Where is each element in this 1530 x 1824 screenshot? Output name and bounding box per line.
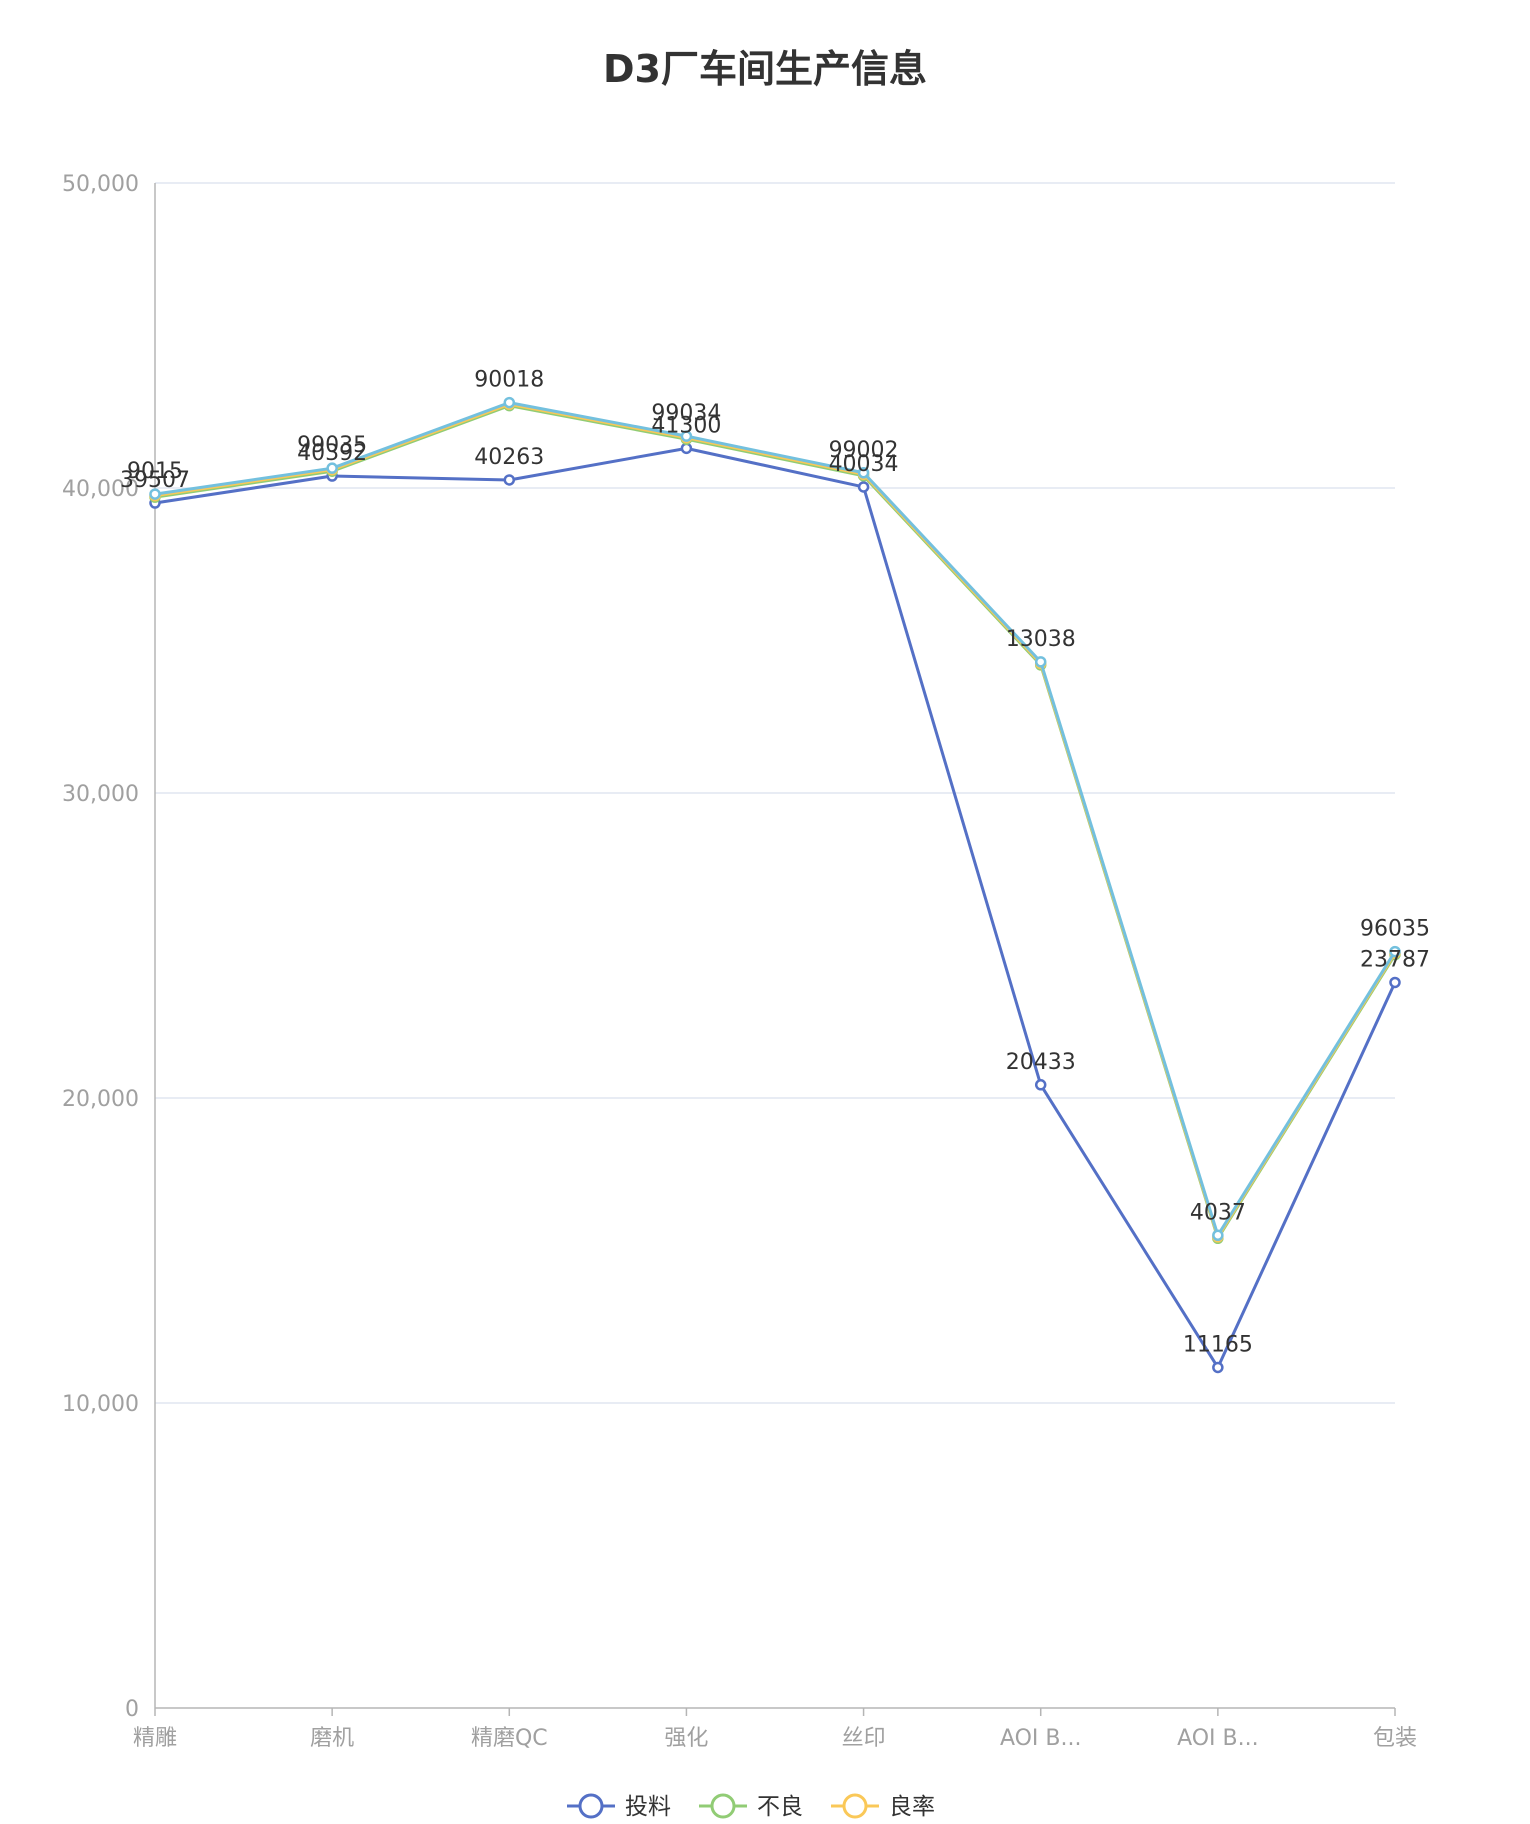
legend-item[interactable]: 投料 [567, 1793, 671, 1820]
x-tick-label: AOI B... [1000, 1726, 1082, 1751]
x-tick-label: 包装 [1373, 1726, 1417, 1751]
data-label: 9015 [127, 459, 183, 484]
data-label: 4037 [1190, 1200, 1246, 1225]
x-tick-label: 磨机 [310, 1726, 354, 1751]
data-point[interactable] [680, 442, 693, 455]
data-label: 99034 [651, 401, 721, 426]
y-tick-label: 0 [125, 1697, 139, 1722]
data-point[interactable] [1389, 976, 1401, 989]
data-label: 90018 [474, 368, 544, 393]
x-tick-label: AOI B... [1177, 1726, 1259, 1751]
data-label: 11165 [1183, 1332, 1253, 1357]
x-tick-label: 丝印 [842, 1726, 886, 1751]
y-tick-label: 40,000 [62, 477, 139, 502]
legend-marker [710, 1793, 736, 1819]
legend-item[interactable]: 良率 [831, 1793, 935, 1820]
data-point[interactable] [1212, 1361, 1224, 1374]
data-label: 13038 [1006, 627, 1076, 652]
series-line [154, 401, 1397, 1237]
chart-title: D3厂车间生产信息 [603, 47, 927, 91]
legend-label: 不良 [757, 1794, 803, 1820]
data-label: 99002 [829, 438, 899, 463]
series-line [154, 402, 1397, 1239]
legend-marker [578, 1793, 604, 1819]
y-tick-label: 50,000 [62, 172, 139, 197]
series-group [149, 396, 1401, 1374]
data-point[interactable] [857, 467, 870, 479]
legend-marker [842, 1793, 868, 1819]
axes: 0 10,000 20,000 30,000 40,000 50,000 精雕 磨机 精磨QC 强… [62, 172, 1417, 1751]
data-label: 96035 [1360, 917, 1430, 942]
series-line [154, 404, 1397, 1240]
data-point[interactable] [503, 474, 516, 486]
x-tick-label: 精磨QC [471, 1726, 548, 1751]
legend-item[interactable]: 不良 [699, 1793, 803, 1820]
x-tick-label: 强化 [664, 1726, 708, 1751]
x-tick-label: 精雕 [133, 1726, 177, 1751]
data-point[interactable] [1212, 1229, 1224, 1241]
legend-label: 投料 [625, 1794, 671, 1820]
data-point[interactable] [1034, 1079, 1047, 1091]
data-point[interactable] [680, 430, 693, 442]
y-tick-label: 30,000 [62, 782, 139, 807]
y-tick-label: 20,000 [62, 1087, 139, 1112]
data-label: 23787 [1360, 947, 1430, 972]
data-label: 40392 [297, 441, 367, 466]
data-label: 40034 [829, 452, 899, 477]
data-point[interactable] [857, 481, 870, 493]
data-point[interactable] [326, 462, 338, 474]
data-label: 39507 [120, 468, 190, 493]
data-point[interactable] [503, 396, 516, 409]
data-point[interactable] [1389, 945, 1401, 958]
series-line [154, 446, 1397, 1369]
grid-lines [155, 182, 1395, 1404]
data-point[interactable] [149, 488, 161, 500]
y-tick-label: 10,000 [62, 1392, 139, 1417]
legend-label: 良率 [889, 1794, 935, 1820]
data-label: 99035 [297, 433, 367, 458]
data-labels: 39507 40392 40263 41300 40034 20433 11165 23787… [120, 368, 1430, 1358]
legend[interactable]: 投料 不良 良率 [567, 1793, 935, 1820]
data-label: 40263 [474, 445, 544, 470]
data-label: 20433 [1006, 1050, 1076, 1075]
data-label: 41300 [651, 413, 721, 438]
data-point[interactable] [1034, 656, 1047, 668]
